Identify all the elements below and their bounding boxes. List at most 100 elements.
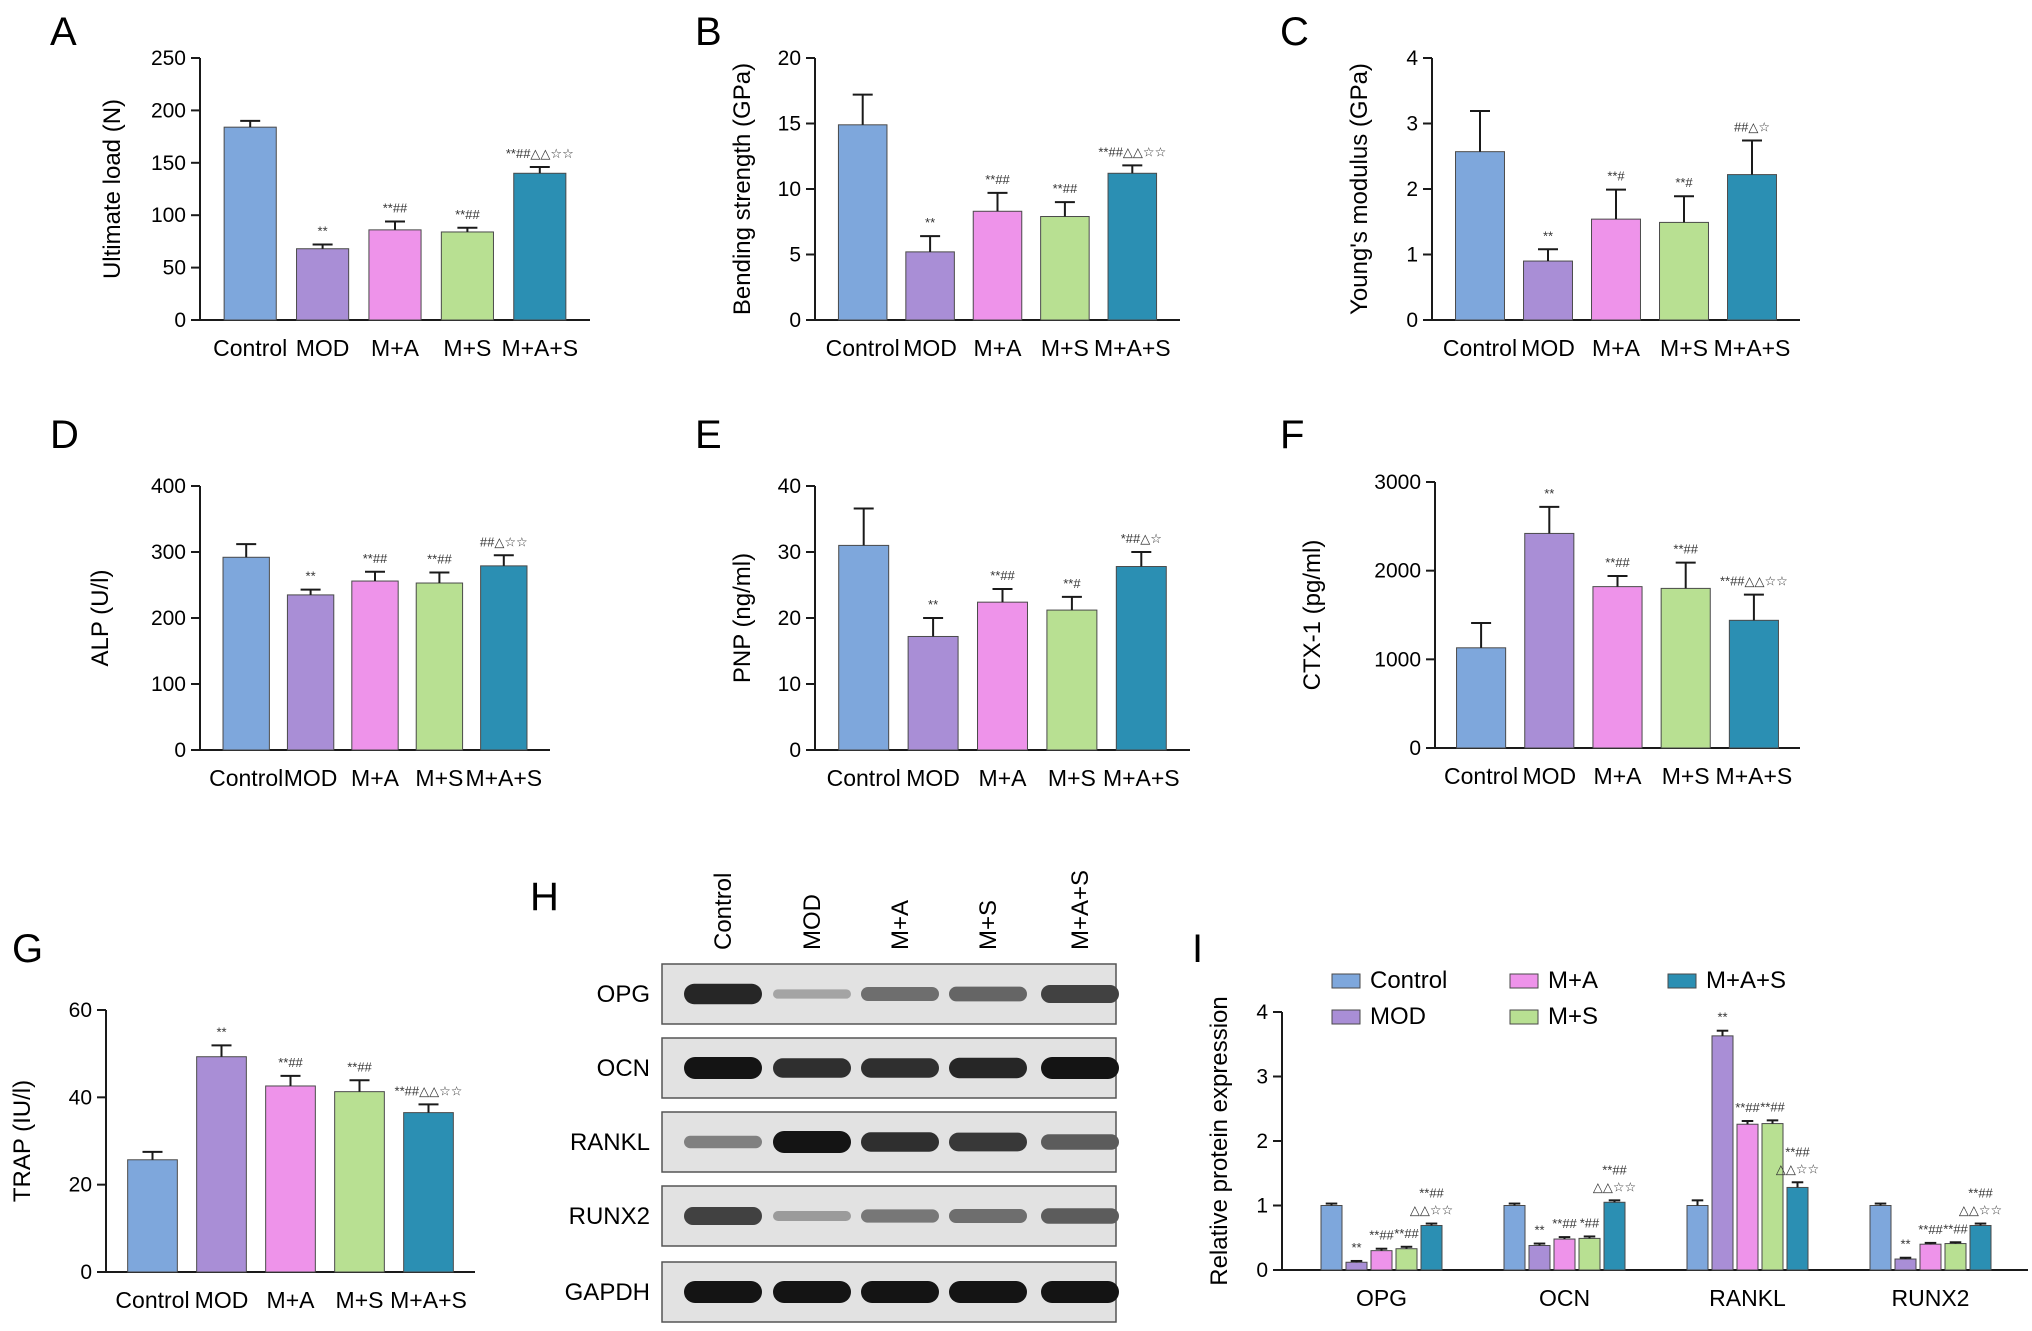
bar-m-a-s — [1727, 174, 1777, 321]
protein-label: GAPDH — [565, 1279, 650, 1306]
y-tick-label: 400 — [151, 475, 186, 498]
significance-label: **## — [1053, 181, 1078, 196]
y-tick-label: 100 — [151, 204, 186, 227]
bar-rankl-m-a — [1736, 1123, 1759, 1271]
bar-ocn-control — [1503, 1205, 1526, 1271]
bar-mod — [286, 594, 335, 751]
x-category-label: M+A+S — [1103, 765, 1180, 791]
bar-runx2-m-s — [1944, 1243, 1967, 1271]
bar-opg-m-s — [1395, 1248, 1418, 1271]
bar-m-a-s — [1728, 619, 1779, 749]
bar-runx2-m-a — [1919, 1243, 1942, 1271]
bar-m-a — [368, 229, 422, 321]
blot-band — [773, 1281, 851, 1303]
blot-band — [1041, 985, 1119, 1003]
y-tick-label: 0 — [174, 309, 186, 332]
y-tick-label: 3 — [1406, 113, 1418, 136]
bar-m-a-s — [403, 1112, 454, 1273]
x-category-label: MOD — [906, 765, 960, 791]
blot-band — [773, 989, 851, 999]
bar-control — [1456, 647, 1507, 749]
bar-runx2-mod — [1894, 1258, 1917, 1271]
western-blot: Control MOD M+A M+S M+A+S OPG OCN RANKL RUNX2 GAP… — [565, 870, 1119, 1323]
y-tick-label: 0 — [789, 739, 801, 762]
bar-m-s — [1040, 216, 1090, 321]
x-category-label: M+A — [974, 335, 1023, 361]
y-tick-label: 50 — [163, 257, 186, 280]
bar-ocn-m-a — [1553, 1238, 1576, 1271]
bar-m-a-s — [480, 565, 528, 751]
bar-control — [127, 1159, 178, 1273]
significance-label: **## — [1552, 1216, 1577, 1231]
significance-label: ** — [318, 224, 328, 239]
y-axis-title: CTX-1 (pg/ml) — [1299, 540, 1326, 691]
bar-m-a-s — [513, 172, 567, 321]
x-category-label: Control — [213, 335, 287, 361]
blot-band — [1041, 1208, 1119, 1224]
y-axis-title: ALP (U/l) — [87, 570, 114, 667]
y-axis-title: Young's modulus (GPa) — [1346, 63, 1373, 315]
lane-label: Control — [710, 873, 737, 950]
legend-swatch — [1331, 973, 1361, 989]
legend-label: M+S — [1548, 1003, 1598, 1030]
bar-chart-pnp: 0 10 20 30 40 PNP (ng/ml) Control MOD ** M+A **## M… — [729, 475, 1190, 791]
bar-control — [223, 126, 277, 321]
bar-chart-ultimate-load: 0 50 100 150 200 250 Ultimate load (N) Control M… — [99, 47, 590, 361]
y-tick-label: 1 — [1406, 244, 1418, 267]
significance-label: ** — [928, 597, 938, 612]
significance-label: ##△☆ — [1734, 120, 1770, 135]
y-tick-label: 4 — [1406, 47, 1418, 70]
significance-label: **## — [1602, 1162, 1627, 1177]
legend-swatch — [1331, 1009, 1361, 1025]
x-category-label: Control — [115, 1287, 189, 1313]
y-tick-label: 4 — [1256, 1001, 1268, 1024]
significance-label: *## — [1580, 1215, 1600, 1230]
bar-mod — [296, 248, 350, 321]
blot-band — [949, 986, 1027, 1002]
bar-mod — [1524, 532, 1575, 749]
bar-chart-youngs-modulus: 0 1 2 3 4 Young's modulus (GPa) Control MOD ** M+… — [1346, 47, 1800, 361]
x-category-label: M+A+S — [1716, 763, 1793, 789]
bar-runx2-control — [1869, 1205, 1892, 1271]
legend-label: M+A — [1548, 967, 1598, 994]
panel-letter-i: I — [1192, 927, 1203, 971]
y-tick-label: 0 — [789, 309, 801, 332]
significance-label: **## — [363, 551, 388, 566]
panel-letter-h: H — [530, 875, 559, 919]
blot-band — [861, 1281, 939, 1303]
significance-label: **## — [1943, 1221, 1968, 1236]
x-category-label: M+A — [351, 765, 400, 791]
x-category-label: MOD — [195, 1287, 249, 1313]
y-tick-label: 2000 — [1374, 560, 1421, 583]
x-category-label: M+A+S — [390, 1287, 467, 1313]
x-category-label: Control — [209, 765, 283, 791]
bar-opg-m-a — [1370, 1250, 1393, 1271]
bar-m-s — [1659, 221, 1709, 321]
panel-letter-f: F — [1280, 413, 1304, 457]
bar-opg-mod — [1345, 1261, 1368, 1271]
significance-label: ** — [1534, 1223, 1544, 1238]
legend-label: MOD — [1370, 1003, 1426, 1030]
significance-label: **# — [1675, 175, 1693, 190]
blot-band — [949, 1209, 1027, 1223]
significance-label: **## — [990, 568, 1015, 583]
x-category-label: M+S — [443, 335, 491, 361]
significance-label: **## — [1673, 542, 1698, 557]
bar-m-a-s — [1107, 172, 1158, 321]
significance-label: **##△△☆☆ — [1098, 144, 1166, 159]
blot-band — [949, 1132, 1027, 1152]
x-category-label: Control — [1444, 763, 1518, 789]
significance-label: ** — [1543, 228, 1553, 243]
significance-label: ** — [306, 569, 316, 584]
x-category-label: M+S — [1660, 335, 1708, 361]
significance-label: △△☆☆ — [1410, 1203, 1453, 1218]
x-category-label: Control — [827, 765, 901, 791]
y-axis-title: TRAP (IU/l) — [9, 1080, 36, 1202]
lane-label: MOD — [799, 894, 826, 950]
blot-band — [684, 1135, 762, 1149]
x-category-label: OCN — [1539, 1285, 1590, 1311]
bar-rankl-control — [1686, 1205, 1709, 1271]
panel-letter-g: G — [12, 927, 43, 971]
blot-band — [861, 987, 939, 1001]
y-tick-label: 30 — [778, 541, 801, 564]
